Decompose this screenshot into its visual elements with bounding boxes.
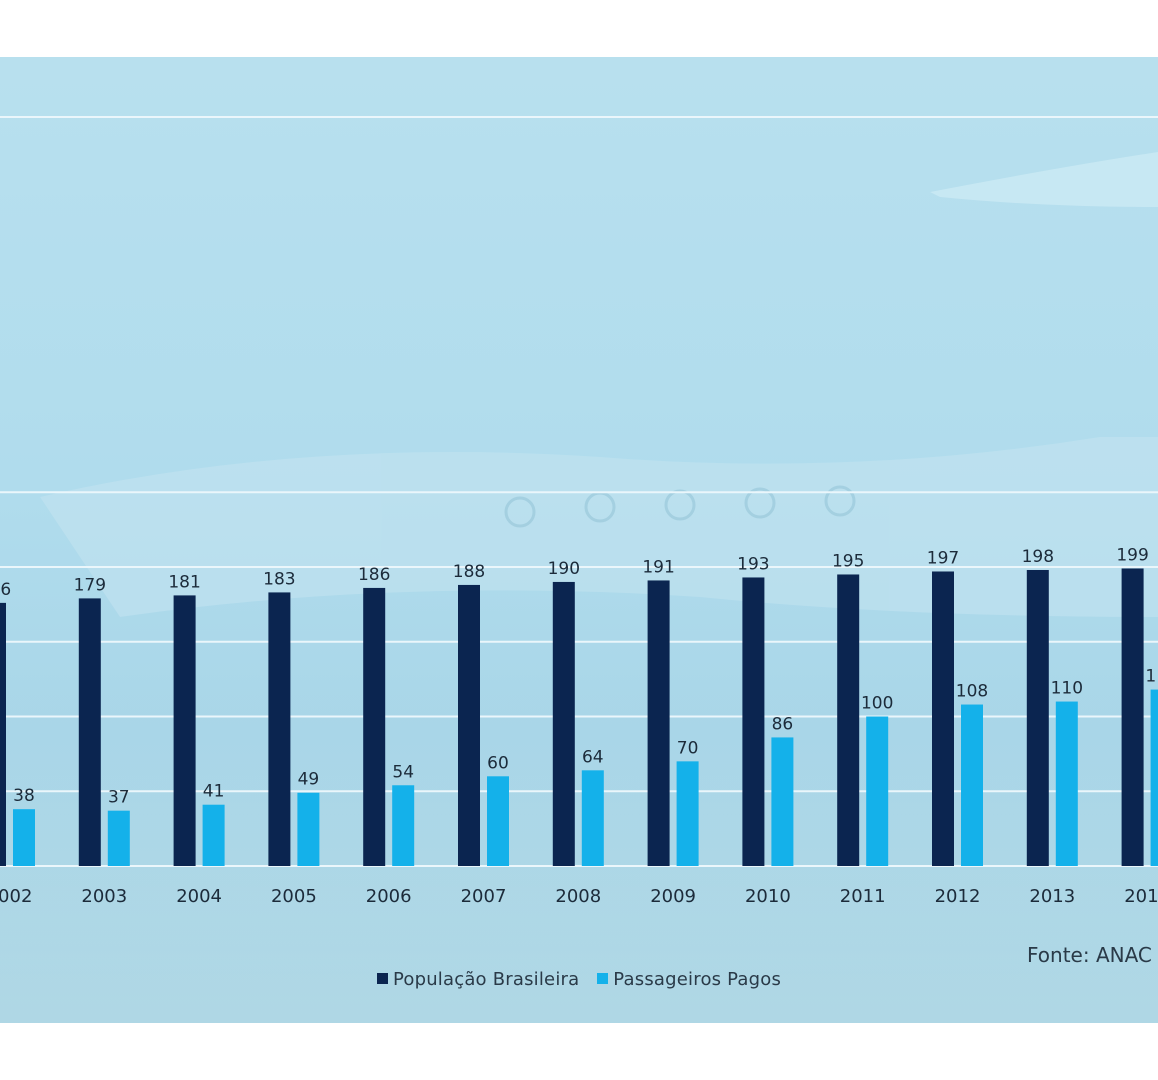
data-label-passageiros-2011: 100 — [861, 694, 893, 714]
bar-passageiros-2002 — [13, 809, 35, 866]
data-label-populacao-2014: 199 — [1116, 545, 1148, 565]
bar-passageiros-2003 — [107, 810, 130, 866]
x-tick-2012: 2012 — [935, 886, 981, 907]
data-label-populacao-2002: 176 — [0, 580, 11, 600]
data-label-populacao-2005: 183 — [263, 569, 295, 589]
x-tick-2004: 2004 — [176, 886, 222, 907]
data-label-passageiros-2008: 64 — [582, 747, 604, 767]
bar-passageiros-2011 — [866, 716, 889, 866]
data-label-populacao-2009: 191 — [642, 557, 674, 577]
bar-populacao-2009 — [647, 580, 670, 866]
source-note: Fonte: ANAC — [1027, 943, 1152, 967]
bar-passageiros-2012 — [961, 704, 983, 866]
data-label-populacao-2011: 195 — [832, 551, 864, 571]
data-label-populacao-2010: 193 — [737, 554, 769, 574]
bars — [0, 568, 1158, 866]
bar-populacao-2008 — [552, 581, 575, 866]
bar-populacao-2003 — [78, 598, 101, 866]
bar-passageiros-2013 — [1055, 701, 1078, 866]
data-label-passageiros-2014: 118 — [1145, 667, 1158, 687]
data-labels: 176 38 179 37 181 41 183 49 186 54 188 60 190 64 191 70… — [0, 545, 1158, 807]
bar-passageiros-2014 — [1150, 689, 1158, 866]
bar-passageiros-2005 — [297, 792, 320, 866]
x-axis-ticks: 2002 2003 2004 2005 2006 2007 2008 2009 2010 2011… — [0, 886, 1158, 907]
legend-item-passageiros: Passageiros Pagos — [597, 969, 781, 990]
data-label-passageiros-2003: 37 — [108, 788, 130, 808]
bar-populacao-2005 — [268, 592, 291, 866]
bar-passageiros-2008 — [581, 770, 604, 866]
bar-populacao-2006 — [363, 587, 386, 866]
legend-swatch-populacao — [376, 973, 388, 984]
data-label-passageiros-2002: 38 — [13, 786, 35, 806]
x-tick-2009: 2009 — [650, 886, 696, 907]
legend-item-populacao: População Brasileira — [376, 969, 580, 990]
bar-passageiros-2006 — [392, 785, 415, 866]
data-label-passageiros-2006: 54 — [392, 762, 414, 782]
data-label-populacao-2008: 190 — [548, 559, 580, 579]
x-tick-2008: 2008 — [555, 886, 601, 907]
x-tick-2003: 2003 — [81, 886, 127, 907]
data-label-passageiros-2009: 70 — [677, 738, 699, 758]
data-label-passageiros-2010: 86 — [772, 714, 794, 734]
data-label-passageiros-2005: 49 — [298, 770, 320, 790]
data-label-populacao-2007: 188 — [453, 562, 485, 582]
bar-passageiros-2007 — [487, 776, 509, 866]
bar-populacao-2014 — [1121, 568, 1144, 866]
data-label-passageiros-2004: 41 — [203, 782, 225, 802]
x-tick-2002: 2002 — [0, 886, 32, 907]
data-label-passageiros-2007: 60 — [487, 753, 509, 773]
bar-populacao-2007 — [458, 584, 480, 866]
x-tick-2010: 2010 — [745, 886, 791, 907]
data-label-passageiros-2013: 110 — [1051, 679, 1083, 699]
x-tick-2013: 2013 — [1029, 886, 1075, 907]
data-label-populacao-2006: 186 — [358, 565, 390, 585]
x-tick-2011: 2011 — [840, 886, 886, 907]
bar-populacao-2002 — [0, 602, 6, 866]
legend: População Brasileira Passageiros Pagos — [0, 969, 1158, 990]
legend-label-passageiros: Passageiros Pagos — [613, 969, 782, 990]
data-label-populacao-2003: 179 — [74, 575, 106, 595]
data-label-populacao-2004: 181 — [168, 572, 200, 592]
bar-populacao-2004 — [173, 595, 196, 866]
bar-populacao-2012 — [932, 571, 954, 866]
bar-populacao-2011 — [837, 574, 860, 866]
bar-chart: 176 38 179 37 181 41 183 49 186 54 188 60 190 64 191 70… — [0, 116, 1158, 1023]
bar-populacao-2010 — [742, 577, 765, 866]
bar-passageiros-2009 — [676, 761, 699, 866]
legend-swatch-passageiros — [597, 973, 609, 984]
data-label-populacao-2012: 197 — [927, 548, 959, 568]
x-tick-2014: 2014 — [1124, 886, 1158, 907]
data-label-passageiros-2012: 108 — [956, 682, 988, 702]
x-tick-2005: 2005 — [271, 886, 317, 907]
bar-passageiros-2004 — [202, 804, 225, 866]
data-label-populacao-2013: 198 — [1022, 547, 1054, 567]
bar-passageiros-2010 — [771, 737, 794, 866]
chart-panel: 176 38 179 37 181 41 183 49 186 54 188 60 190 64 191 70… — [0, 57, 1158, 1023]
x-tick-2007: 2007 — [461, 886, 507, 907]
x-tick-2006: 2006 — [366, 886, 412, 907]
legend-label-populacao: População Brasileira — [392, 969, 580, 990]
bar-populacao-2013 — [1026, 569, 1049, 866]
